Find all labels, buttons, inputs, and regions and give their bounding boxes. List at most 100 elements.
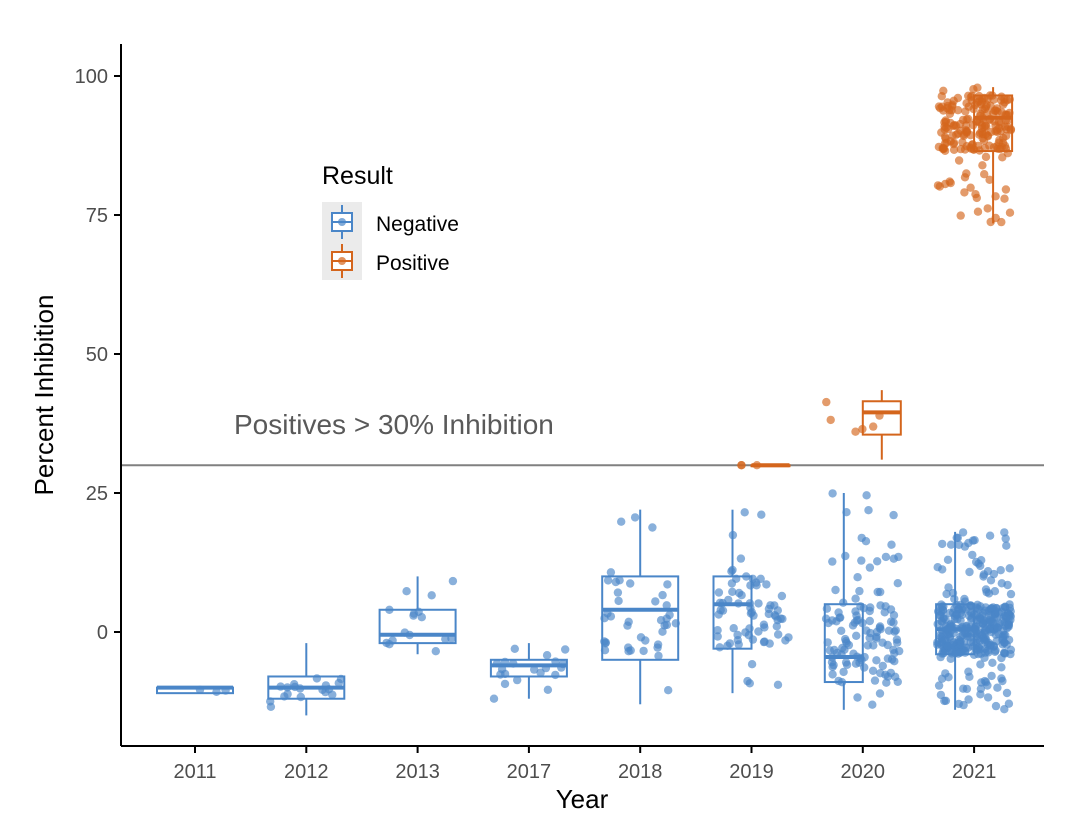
data-point-negative — [727, 579, 737, 588]
data-point-negative — [996, 566, 1005, 575]
data-point-negative — [757, 510, 766, 519]
data-point-negative — [542, 651, 552, 660]
data-point-negative — [651, 597, 660, 606]
data-point-negative — [965, 672, 974, 681]
data-point-negative — [1005, 603, 1015, 613]
data-point-negative — [827, 658, 837, 667]
data-point-negative — [774, 630, 783, 639]
data-point-negative — [873, 557, 882, 566]
data-point-negative — [997, 579, 1006, 588]
data-point-negative — [979, 570, 989, 579]
data-point-negative — [986, 617, 995, 627]
data-point-negative — [887, 655, 897, 664]
data-point-negative — [989, 569, 999, 579]
data-point-negative — [887, 540, 896, 549]
box-positive-2021 — [973, 94, 1014, 153]
data-point-negative — [624, 617, 633, 626]
data-point-negative — [639, 646, 648, 656]
data-point-negative — [658, 590, 667, 600]
data-point-negative — [543, 685, 553, 694]
data-point-negative — [977, 678, 986, 687]
legend-key-negative-icon — [331, 205, 353, 239]
data-point-negative — [296, 692, 305, 702]
data-point-positive — [937, 92, 946, 101]
data-point-negative — [853, 573, 862, 582]
data-point-negative — [991, 646, 1000, 655]
data-point-negative — [962, 684, 972, 694]
data-point-negative — [714, 610, 723, 619]
box-negative-2020 — [823, 603, 864, 684]
data-point-positive — [956, 119, 965, 129]
data-point-negative — [756, 574, 765, 583]
data-point-negative — [997, 674, 1006, 683]
data-point-negative — [878, 661, 887, 671]
data-point-negative — [654, 651, 663, 661]
data-point-negative — [983, 693, 993, 702]
data-point-negative — [991, 701, 1001, 711]
data-point-negative — [958, 603, 968, 613]
data-point-negative — [876, 601, 885, 610]
data-point-negative — [603, 576, 613, 585]
data-point-negative — [943, 642, 953, 651]
data-point-negative — [617, 517, 626, 526]
box-negative-2018 — [601, 575, 680, 661]
data-point-negative — [1006, 589, 1016, 599]
data-point-negative — [777, 591, 787, 601]
data-point-negative — [828, 557, 837, 566]
data-point-negative — [964, 695, 973, 704]
data-point-negative — [938, 565, 947, 574]
data-point-positive — [979, 136, 989, 145]
data-point-negative — [973, 643, 983, 652]
data-point-negative — [857, 556, 866, 565]
data-point-positive — [869, 422, 878, 431]
data-point-positive — [980, 170, 989, 179]
y-tick-label: 25 — [86, 483, 108, 505]
data-point-negative — [974, 559, 983, 568]
data-point-negative — [266, 702, 276, 711]
data-point-negative — [942, 589, 951, 599]
data-point-positive — [983, 108, 992, 118]
data-point-negative — [1004, 635, 1014, 645]
data-point-negative — [841, 551, 850, 561]
legend-label-negative: Negative — [376, 213, 459, 236]
data-point-positive — [991, 106, 1000, 115]
data-point-positive — [958, 138, 967, 147]
data-point-negative — [956, 632, 965, 641]
data-point-negative — [886, 605, 896, 614]
data-point-negative — [489, 694, 499, 703]
data-point-negative — [876, 669, 885, 678]
data-point-positive — [1006, 126, 1015, 135]
data-point-negative — [561, 645, 570, 654]
data-point-negative — [402, 587, 411, 596]
data-point-negative — [936, 611, 945, 620]
data-point-negative — [852, 611, 861, 620]
data-point-negative — [984, 589, 994, 598]
data-point-positive — [985, 175, 994, 184]
legend-key-positive-icon — [331, 244, 353, 278]
data-point-negative — [985, 531, 995, 540]
data-point-negative — [427, 591, 436, 600]
data-point-negative — [988, 658, 997, 667]
data-point-negative — [713, 632, 722, 641]
data-point-positive — [971, 190, 980, 199]
data-point-negative — [868, 666, 878, 675]
data-point-negative — [958, 528, 968, 537]
data-point-negative — [1004, 620, 1013, 630]
data-point-positive — [956, 211, 965, 220]
data-point-negative — [831, 585, 840, 595]
data-point-negative — [850, 618, 859, 627]
data-point-negative — [883, 640, 892, 650]
data-point-positive — [946, 178, 955, 188]
data-point-positive — [940, 118, 949, 127]
y-tick-label: 50 — [86, 344, 108, 366]
data-point-negative — [864, 506, 873, 515]
data-point-positive — [954, 156, 964, 165]
data-point-negative — [664, 686, 673, 695]
x-tick-label: 2018 — [618, 761, 663, 783]
data-point-negative — [851, 594, 860, 603]
data-point-negative — [968, 550, 977, 560]
data-point-negative — [976, 660, 985, 669]
data-point-negative — [606, 568, 616, 577]
data-point-positive — [989, 95, 998, 104]
data-point-negative — [828, 670, 837, 679]
